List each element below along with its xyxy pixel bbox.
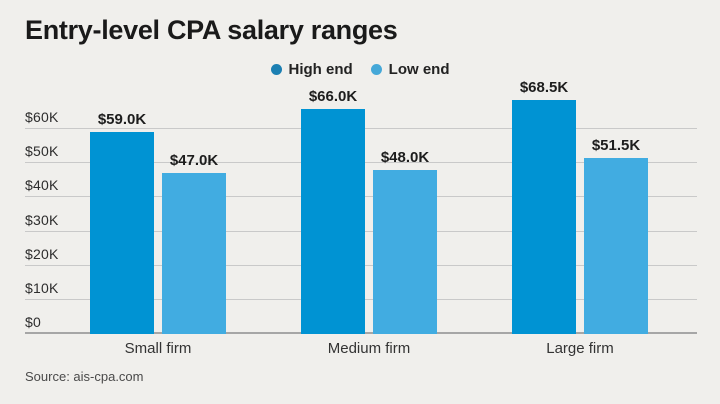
legend-item: High end — [270, 61, 353, 78]
bar-value-label: $47.0K — [169, 152, 219, 170]
legend-item: Low end — [370, 61, 450, 78]
bar-value-label: $48.0K — [380, 149, 430, 166]
x-axis-category-label: Medium firm — [327, 340, 411, 357]
bar-value-label: $66.0K — [308, 87, 358, 105]
legend-label: Low end — [388, 61, 450, 78]
bar-low-end-medium-firm — [373, 170, 437, 334]
y-axis-tick-label: $40K — [25, 177, 59, 194]
y-axis-tick-label: $30K — [25, 211, 59, 228]
bar-value-label: $51.5K — [591, 137, 641, 155]
y-axis-tick-label: $0 — [25, 314, 41, 330]
bar-high-end-medium-firm — [301, 108, 365, 334]
legend-dot-icon — [270, 64, 282, 75]
chart-title: Entry-level CPA salary ranges — [25, 15, 398, 45]
y-axis-tick-label: $20K — [25, 245, 59, 262]
bar-value-label: $59.0K — [97, 111, 147, 129]
bar-high-end-small-firm — [90, 132, 154, 334]
x-axis-category-label: Large firm — [546, 340, 614, 357]
source-text: Source: ais-cpa.com — [25, 369, 144, 384]
legend-dot-icon — [370, 64, 382, 75]
bar-low-end-large-firm — [584, 158, 648, 334]
bar-high-end-large-firm — [512, 99, 576, 334]
y-axis-tick-label: $50K — [25, 143, 59, 160]
y-axis-tick-label: $10K — [25, 279, 59, 296]
legend: High end Low end — [0, 61, 720, 78]
plot-area: $0 $10K $20K $30K $40K $50K $60K $59.0K $47.0K Sm… — [25, 79, 697, 357]
x-axis-category-label: Small firm — [124, 340, 192, 357]
bar-value-label: $68.5K — [519, 78, 569, 96]
legend-label: High end — [288, 61, 353, 78]
y-axis-tick-label: $60K — [25, 109, 59, 125]
bar-low-end-small-firm — [162, 173, 226, 334]
